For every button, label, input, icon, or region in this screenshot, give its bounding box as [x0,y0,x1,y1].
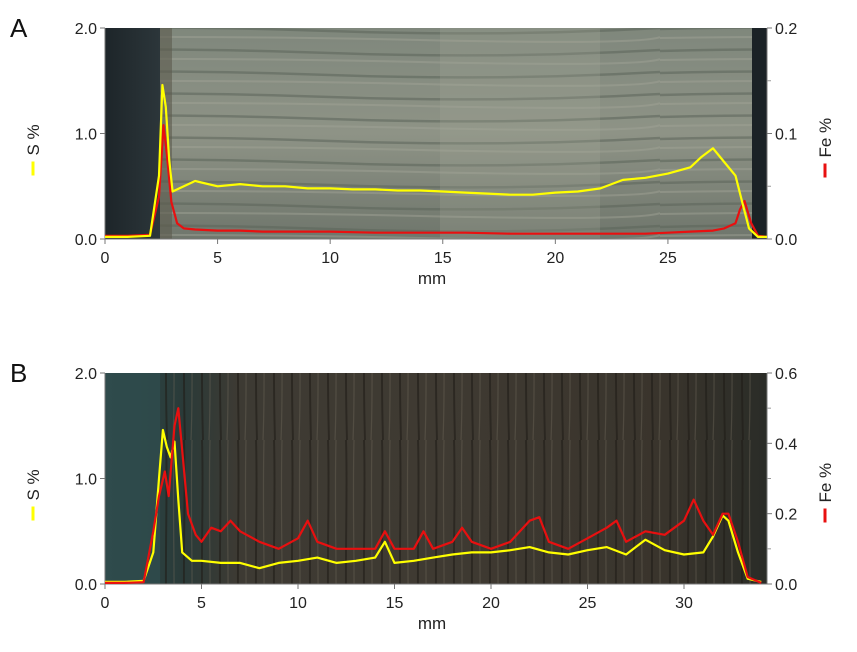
x-tick-label: 15 [434,250,452,267]
y-left-tick-label: 1.0 [75,472,97,489]
x-tick-label: 25 [579,595,597,612]
y-right-label-group: Fe % [816,463,835,523]
y-right-axis-label: Fe % [816,118,835,158]
fe-percent-series-line [105,407,762,584]
s-percent-series-line [105,83,767,238]
x-tick-label: 20 [482,595,500,612]
x-tick-label: 15 [386,595,404,612]
y-right-tick-label: 0.2 [775,507,797,524]
y-right-tick-label: 0.1 [775,127,797,144]
y-right-axis-label: Fe % [816,463,835,503]
x-tick-label: 10 [289,595,307,612]
panel-a-letter: A [10,13,28,43]
x-tick-label: 5 [213,250,222,267]
y-left-tick-label: 0.0 [75,232,97,249]
panel-b-letter: B [10,358,27,388]
x-axis-label: mm [418,614,446,633]
y-right-label-group: Fe % [816,118,835,178]
panel-b-photo [105,373,767,584]
fe-percent-series-line [105,123,767,238]
panel-b: B 0 5 10 15 20 25 30 mm 0.0 1.0 2.0 0.0 0.2 0.4 0.6 S %… [10,358,835,633]
x-tick-label: 0 [101,250,110,267]
x-tick-label: 5 [197,595,206,612]
x-tick-label: 25 [659,250,677,267]
y-right-tick-label: 0.2 [775,21,797,38]
x-tick-label: 10 [321,250,339,267]
y-right-tick-label: 0.6 [775,366,797,383]
y-left-label-group: S % [24,124,43,176]
y-left-tick-label: 0.0 [75,577,97,594]
panel-a-photo [105,28,767,239]
y-right-tick-label: 0.4 [775,436,797,453]
x-axis-label: mm [418,269,446,288]
x-tick-label: 30 [675,595,693,612]
y-left-label-group: S % [24,469,43,521]
panel-b-series [105,407,762,584]
y-left-tick-label: 1.0 [75,127,97,144]
y-left-tick-label: 2.0 [75,366,97,383]
panel-a: A 0 5 10 15 20 25 mm 0.0 1.0 2.0 0.0 0.1 0.2 S % Fe % [10,13,835,288]
y-left-axis-label: S % [24,469,43,500]
x-tick-label: 0 [101,595,110,612]
y-left-tick-label: 2.0 [75,21,97,38]
panel-a-series [105,83,767,238]
panel-a-axes: 0 5 10 15 20 25 mm 0.0 1.0 2.0 0.0 0.1 0.2 S % Fe % [24,21,835,288]
y-right-tick-label: 0.0 [775,577,797,594]
y-left-axis-label: S % [24,124,43,155]
panel-b-axes: 0 5 10 15 20 25 30 mm 0.0 1.0 2.0 0.0 0.2 0.4 0.6 S % Fe… [24,366,835,633]
x-tick-label: 20 [546,250,564,267]
y-right-tick-label: 0.0 [775,232,797,249]
